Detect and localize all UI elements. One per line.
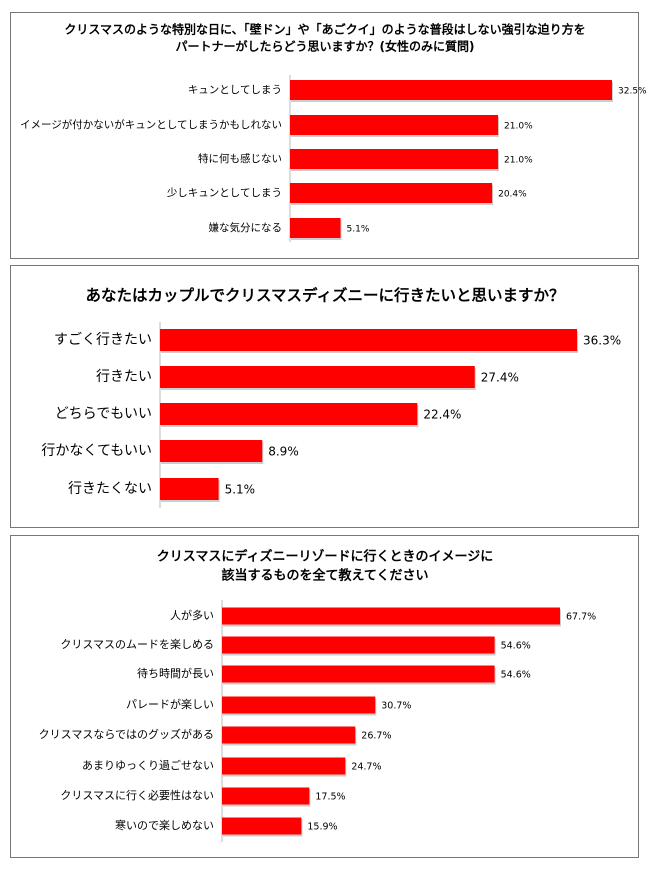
category-label: 寒いので楽しめない	[115, 818, 214, 832]
value-label: 27.4%	[481, 371, 519, 385]
category-label: キュンとしてしまう	[188, 84, 282, 96]
value-label: 36.3%	[583, 334, 621, 348]
bar	[222, 665, 495, 683]
value-label: 17.5%	[315, 792, 345, 803]
chart-title: あなたはカップルでクリスマスディズニーに行きたいと思いますか？	[86, 286, 565, 305]
category-label: どちらでもいい	[55, 406, 152, 422]
value-label: 54.6%	[501, 670, 531, 681]
bar	[222, 696, 376, 714]
category-label: 嫌な気分になる	[209, 221, 283, 234]
value-label: 15.9%	[307, 822, 337, 833]
bar	[222, 817, 302, 835]
bar	[222, 636, 495, 654]
value-label: 32.5%	[618, 87, 647, 97]
value-label: 26.7%	[361, 731, 391, 742]
category-label: イメージが付かないがキュンとしてしまうかもしれない	[20, 118, 282, 131]
bar	[222, 607, 560, 625]
bar	[222, 787, 310, 805]
value-label: 54.6%	[501, 641, 531, 652]
category-label: 特に何も感じない	[198, 152, 282, 165]
bar	[290, 115, 499, 135]
category-label: すごく行きたい	[54, 332, 152, 348]
category-label: クリスマスならではのグッズがある	[39, 727, 214, 741]
bar	[290, 149, 499, 169]
category-label: 行きたくない	[68, 481, 152, 497]
value-label: 30.7%	[381, 701, 411, 712]
category-label: 待ち時間が長い	[137, 666, 214, 680]
category-label: あまりゆっくり過ごせない	[82, 758, 214, 772]
value-label: 22.4%	[423, 408, 461, 422]
bar	[222, 726, 356, 744]
value-label: 5.1%	[347, 225, 370, 235]
bar	[290, 218, 341, 238]
value-label: 21.0%	[504, 156, 533, 166]
value-label: 21.0%	[504, 122, 533, 132]
bar	[160, 478, 219, 500]
bar	[160, 403, 418, 425]
value-label: 5.1%	[225, 483, 256, 497]
category-label: 行かなくてもいい	[41, 443, 152, 459]
chart-title: クリスマスにディズニーリゾードに行くときのイメージに	[157, 549, 493, 565]
bar	[290, 183, 493, 203]
category-label: クリスマスのムードを楽しめる	[60, 638, 214, 651]
bar	[160, 440, 263, 462]
panel	[10, 265, 639, 528]
bar	[222, 757, 346, 775]
category-label: 少しキュンとしてしまう	[167, 187, 282, 199]
value-label: 20.4%	[498, 190, 527, 200]
bar	[290, 80, 612, 100]
category-label: クリスマスに行く必要性はない	[60, 788, 214, 802]
chart-title: パートナーがしたらどう思いますか？(女性のみに質問)	[176, 39, 475, 54]
value-label: 24.7%	[351, 762, 381, 773]
chart-title: クリスマスのような特別な日に、「壁ドン」や「あごクイ」のような普段はしない強引な…	[64, 22, 585, 37]
value-label: 8.9%	[268, 445, 299, 459]
chart-title: 該当するものを全て教えてください	[222, 568, 429, 584]
value-label: 67.7%	[566, 612, 596, 623]
category-label: 行きたい	[96, 369, 152, 385]
category-label: 人が多い	[170, 608, 214, 622]
bar	[160, 366, 475, 388]
category-label: パレードが楽しい	[126, 697, 214, 711]
bar	[160, 329, 577, 351]
